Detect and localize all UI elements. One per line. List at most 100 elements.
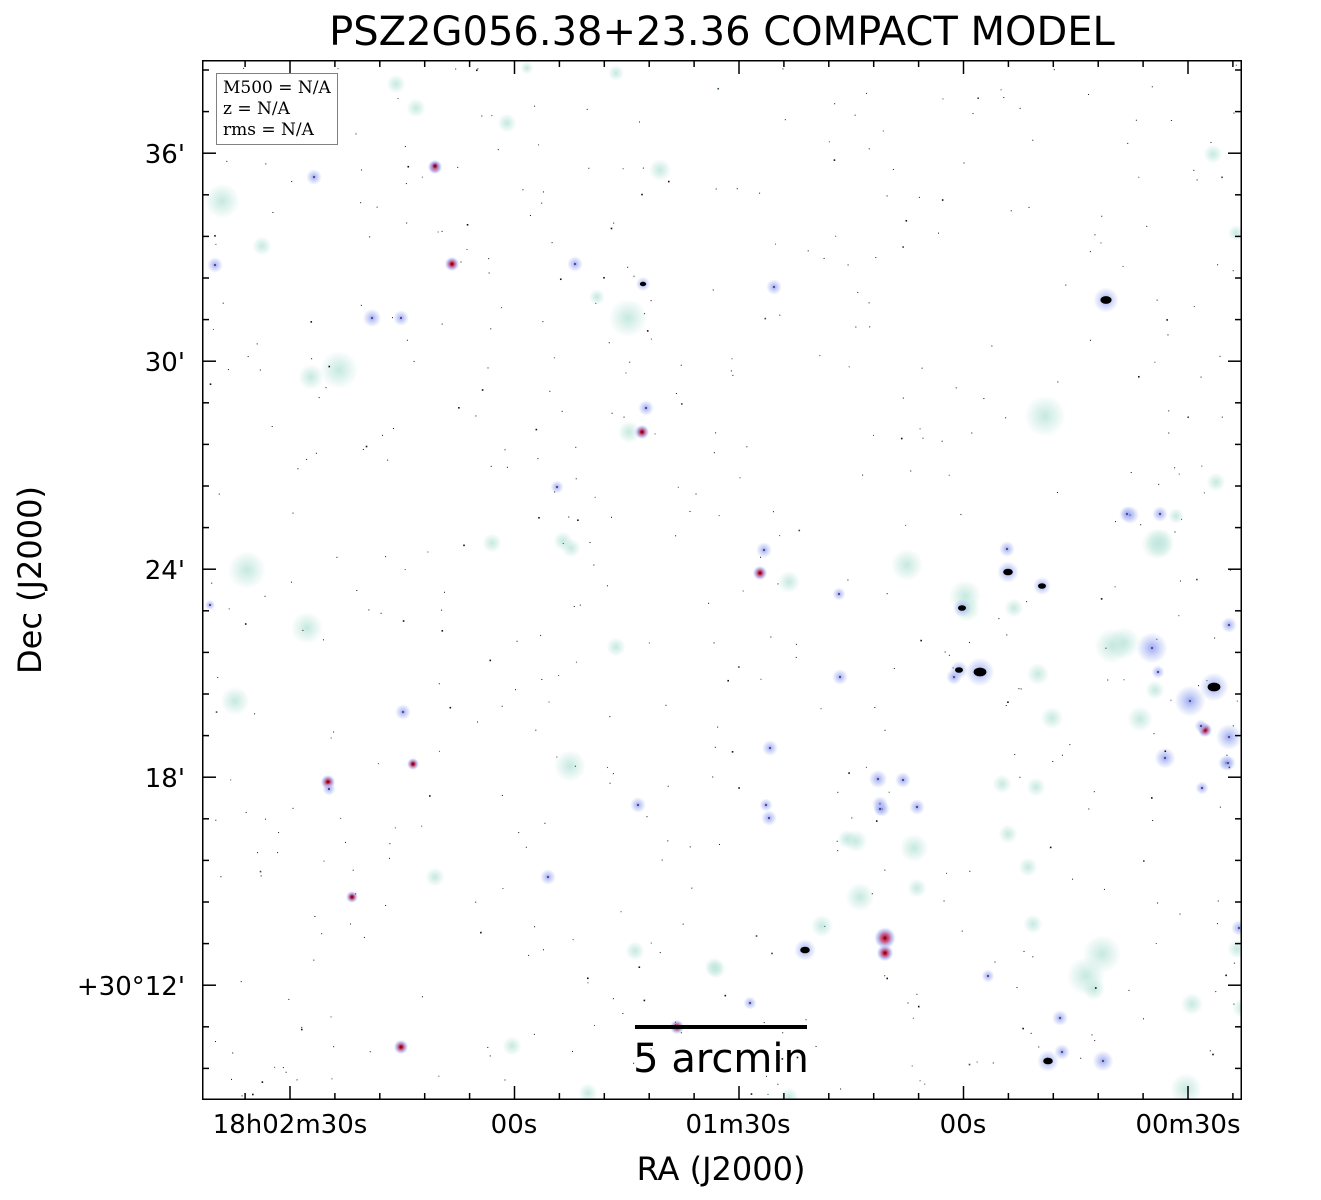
compact-source-core — [1237, 926, 1241, 930]
scale-bar-label: 5 arcmin — [633, 1036, 809, 1082]
x-axis-label: RA (J2000) — [636, 1150, 806, 1188]
noise-pixel — [1187, 416, 1190, 419]
noise-pixel — [968, 1063, 971, 1066]
noise-pixel — [1219, 355, 1221, 357]
noise-pixel — [548, 701, 550, 703]
faint-source — [777, 570, 801, 594]
noise-pixel — [397, 97, 399, 99]
noise-pixel — [1105, 647, 1107, 649]
noise-pixel — [1170, 119, 1172, 121]
noise-pixel — [886, 977, 889, 980]
noise-pixel — [368, 609, 370, 611]
noise-pixel — [942, 98, 944, 100]
noise-pixel — [226, 160, 228, 162]
compact-source-core — [433, 164, 437, 168]
noise-pixel — [824, 925, 826, 927]
faint-source — [706, 959, 726, 979]
noise-pixel — [738, 787, 740, 789]
noise-pixel — [211, 582, 213, 584]
noise-pixel — [475, 901, 477, 903]
faint-source — [992, 774, 1012, 794]
noise-pixel — [1198, 685, 1200, 687]
noise-pixel — [259, 870, 262, 873]
noise-pixel — [1174, 467, 1176, 469]
noise-pixel — [921, 367, 923, 369]
bright-source-core — [1207, 682, 1221, 692]
noise-pixel — [429, 795, 431, 797]
noise-pixel — [421, 176, 423, 178]
x-tick-label: 01m30s — [685, 1110, 791, 1140]
noise-pixel — [691, 887, 693, 889]
noise-pixel — [972, 113, 974, 115]
noise-pixel — [642, 167, 644, 169]
noise-pixel — [871, 893, 873, 895]
noise-pixel — [1143, 860, 1145, 862]
noise-pixel — [214, 1041, 216, 1043]
noise-pixel — [627, 266, 629, 268]
noise-pixel — [573, 605, 575, 607]
noise-pixel — [516, 640, 518, 642]
compact-source-core — [350, 895, 354, 899]
noise-pixel — [1143, 1018, 1145, 1020]
compact-source-core — [883, 936, 887, 940]
noise-pixel — [869, 326, 871, 328]
noise-pixel — [609, 716, 611, 718]
noise-pixel — [574, 765, 576, 767]
noise-pixel — [594, 496, 596, 498]
noise-pixel — [998, 618, 1000, 620]
faint-source — [810, 914, 834, 938]
noise-pixel — [356, 590, 358, 592]
noise-pixel — [438, 683, 440, 685]
plot-frame — [202, 60, 1242, 1100]
noise-pixel — [992, 1062, 994, 1064]
noise-pixel — [389, 843, 391, 845]
noise-pixel — [807, 250, 809, 252]
noise-pixel — [330, 737, 332, 739]
noise-pixel — [282, 1067, 284, 1069]
noise-pixel — [1229, 569, 1231, 571]
compact-source-core — [1227, 623, 1231, 627]
noise-pixel — [1196, 179, 1198, 181]
noise-pixel — [404, 569, 406, 571]
noise-pixel — [577, 519, 579, 522]
noise-pixel — [355, 133, 357, 135]
noise-pixel — [1065, 284, 1067, 286]
noise-pixel — [976, 1061, 978, 1063]
noise-pixel — [556, 756, 558, 758]
compact-source-core — [1199, 724, 1203, 728]
y-axis-label: Dec (J2000) — [11, 486, 49, 674]
noise-pixel — [1219, 806, 1221, 808]
noise-pixel — [1056, 491, 1058, 493]
compact-source-core — [768, 746, 772, 750]
noise-pixel — [228, 608, 230, 610]
noise-pixel — [1200, 376, 1202, 378]
noise-pixel — [488, 258, 490, 260]
noise-pixel — [1217, 900, 1219, 902]
noise-pixel — [834, 103, 836, 105]
noise-pixel — [1203, 492, 1205, 494]
noise-pixel — [884, 975, 886, 977]
faint-source — [502, 1036, 522, 1056]
noise-pixel — [290, 581, 292, 583]
noise-pixel — [551, 242, 553, 244]
noise-pixel — [882, 130, 884, 132]
noise-pixel — [349, 923, 351, 925]
noise-pixel — [391, 317, 393, 319]
noise-pixel — [765, 1075, 767, 1077]
faint-source — [608, 298, 648, 338]
noise-pixel — [1122, 265, 1124, 267]
noise-pixel — [1052, 760, 1054, 762]
noise-pixel — [717, 726, 719, 728]
noise-pixel — [518, 832, 520, 834]
noise-pixel — [1127, 142, 1129, 144]
noise-pixel — [1123, 679, 1125, 681]
noise-pixel — [247, 356, 249, 358]
noise-pixel — [646, 330, 649, 332]
noise-pixel — [214, 235, 216, 237]
noise-pixel — [777, 1083, 779, 1085]
noise-pixel — [230, 1078, 232, 1080]
noise-pixel — [1038, 1046, 1040, 1048]
noise-pixel — [240, 981, 242, 983]
faint-source — [1203, 144, 1223, 164]
noise-pixel — [504, 449, 506, 451]
